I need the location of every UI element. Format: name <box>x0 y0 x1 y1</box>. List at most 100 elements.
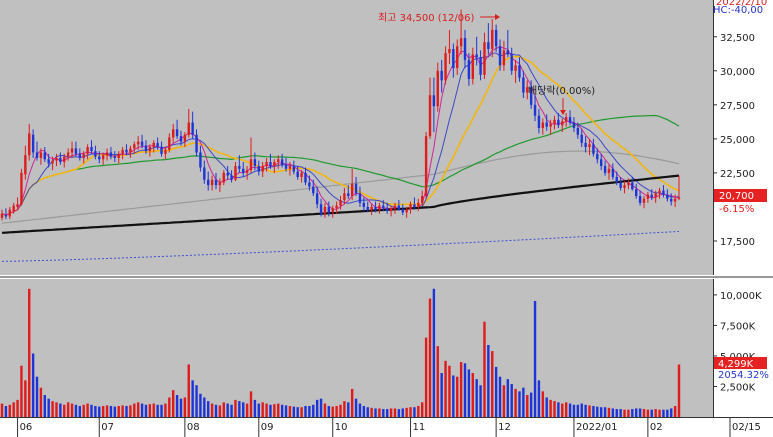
candle-body <box>39 152 43 158</box>
candle-body <box>638 196 642 203</box>
candle-body <box>510 54 513 71</box>
candle-body <box>230 175 233 180</box>
candle-body <box>541 122 545 128</box>
volume-bar <box>658 409 661 417</box>
volume-bar <box>537 380 541 417</box>
volume-bar <box>366 407 369 417</box>
volume-bar <box>300 407 303 417</box>
candle-body <box>444 53 447 81</box>
volume-bar <box>199 393 202 417</box>
candle-body <box>572 122 576 128</box>
volume-panel-background <box>0 279 713 417</box>
candle-body <box>475 54 478 58</box>
candlesticks <box>0 9 681 221</box>
volume-bar <box>242 402 245 417</box>
volume-bar <box>210 403 214 417</box>
candle-body <box>16 204 19 207</box>
candle-body <box>109 152 113 157</box>
dividend-annotation-label: 배당락(0.00%) <box>528 85 595 97</box>
candle-body <box>417 202 420 207</box>
price-tick-label: 25,000 <box>720 135 755 146</box>
candle-body <box>269 162 272 167</box>
volume-bar <box>607 407 611 417</box>
candle-body <box>24 155 27 175</box>
candle-body <box>580 134 583 143</box>
candle-body <box>623 185 626 188</box>
date-tick-label: 08 <box>187 422 200 433</box>
volume-bar <box>315 399 319 417</box>
candle-body <box>409 204 412 210</box>
volume-bar <box>218 405 222 417</box>
volume-bar <box>631 409 634 417</box>
candle-body <box>8 209 11 217</box>
volume-bar <box>136 402 140 417</box>
volume-bar <box>401 408 404 417</box>
candle-body <box>588 144 591 148</box>
volume-bar <box>619 409 622 417</box>
price-tick-label: 27,500 <box>720 101 755 112</box>
candle-body <box>459 38 463 47</box>
candle-body <box>117 153 120 158</box>
candle-body <box>113 156 117 158</box>
volume-bar <box>331 406 334 417</box>
candle-body <box>405 209 408 213</box>
current-volume-label: 4,299K <box>718 359 754 370</box>
candle-body <box>148 147 152 152</box>
candle-body <box>607 168 611 173</box>
candle-body <box>214 179 218 186</box>
candle-body <box>673 198 677 202</box>
candle-body <box>670 198 673 202</box>
candle-body <box>631 182 634 190</box>
volume-bar <box>580 403 583 417</box>
volume-bar <box>43 395 46 417</box>
volume-bar <box>39 387 43 417</box>
dividend-annotation: 배당락(0.00%) <box>528 85 595 115</box>
volume-bar <box>545 397 548 417</box>
candle-body <box>47 159 50 164</box>
candle-body <box>549 123 552 127</box>
volume-bar <box>207 401 210 417</box>
volume-bar <box>222 402 225 417</box>
candle-body <box>31 134 35 153</box>
volume-bar <box>280 404 284 417</box>
volume-bar <box>191 380 194 417</box>
volume-bar <box>428 298 432 417</box>
candle-body <box>175 129 179 137</box>
volume-bar <box>55 402 58 417</box>
candle-body <box>494 29 498 47</box>
volume-bar <box>12 402 15 417</box>
volume-bar <box>129 405 132 417</box>
candle-body <box>273 162 276 167</box>
volume-bar <box>0 403 4 417</box>
candle-body <box>292 166 296 172</box>
volume-bar <box>148 404 152 417</box>
volume-bar <box>452 375 455 417</box>
candle-body <box>261 166 264 172</box>
volume-bar <box>113 406 117 417</box>
candle-body <box>635 189 638 197</box>
volume-bar <box>467 369 471 417</box>
volume-bar <box>557 402 560 417</box>
candle-body <box>160 147 163 154</box>
volume-bar <box>421 402 424 417</box>
top-right-hc-text: HC:-40,00 <box>713 5 763 16</box>
candle-body <box>529 87 533 105</box>
candle-body <box>487 42 490 50</box>
current-volume-marker: 4,299K 2054.32% <box>714 357 769 381</box>
candle-body <box>483 42 486 75</box>
volume-bar <box>238 401 241 417</box>
candle-body <box>397 205 401 210</box>
candle-body <box>304 172 307 183</box>
volume-bar <box>510 384 513 417</box>
volume-ratio-label: 2054.32% <box>718 370 769 381</box>
volume-bar <box>650 409 653 417</box>
volume-bar <box>522 387 525 417</box>
volume-bar <box>144 404 148 417</box>
volume-bar <box>642 409 646 417</box>
volume-bar <box>494 366 498 417</box>
candle-body <box>584 142 587 148</box>
candle-body <box>242 168 245 173</box>
volume-bar <box>413 407 416 417</box>
volume-scale-background <box>713 279 773 417</box>
volume-bar <box>662 409 665 417</box>
